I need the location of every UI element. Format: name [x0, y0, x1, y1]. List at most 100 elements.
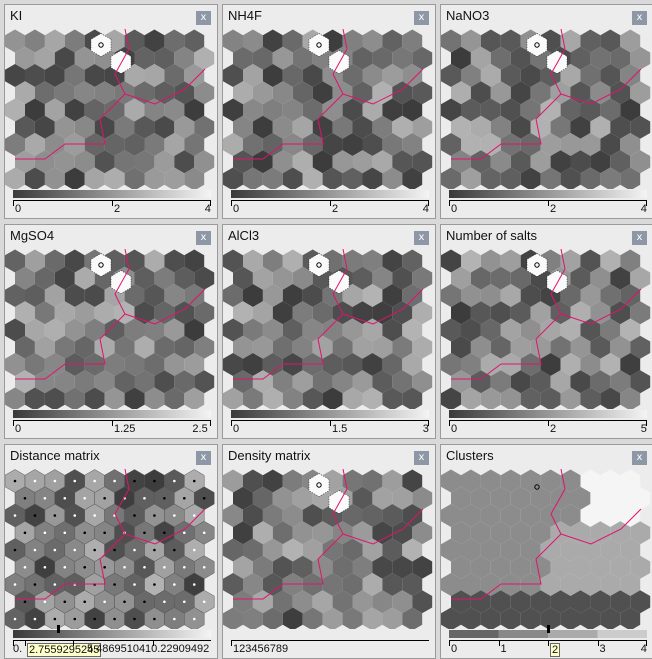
close-icon[interactable]: x — [196, 451, 211, 465]
hex-cell — [600, 607, 621, 629]
som-hex-map[interactable] — [441, 29, 652, 189]
hex-cell — [292, 521, 313, 545]
close-icon[interactable]: x — [414, 451, 429, 465]
som-hex-map[interactable] — [441, 249, 652, 409]
hex-cell — [144, 98, 165, 122]
cell-dot — [133, 479, 136, 483]
hex-cell — [362, 318, 383, 342]
hex-cell — [154, 46, 175, 70]
hex-cell — [441, 607, 461, 629]
hex-cell — [164, 29, 185, 53]
close-icon[interactable]: x — [414, 11, 429, 25]
hex-cell — [382, 387, 403, 409]
hex-cell — [302, 607, 323, 629]
selected-node-marker — [316, 262, 322, 268]
hex-cell — [223, 469, 243, 493]
som-hex-map[interactable] — [223, 469, 436, 629]
hex-cell — [44, 249, 65, 273]
hex-cell — [610, 555, 631, 579]
hex-cell — [34, 46, 55, 70]
cell-dot — [192, 583, 196, 586]
hex-cell — [451, 486, 471, 510]
hex-cell — [144, 249, 165, 273]
axis-tick — [646, 640, 647, 646]
hex-cell — [560, 573, 581, 596]
hex-cell — [510, 335, 531, 359]
hex-cell — [461, 504, 481, 527]
cell-dot — [163, 565, 166, 569]
hex-cell — [362, 98, 383, 122]
hex-cell — [54, 46, 75, 70]
axis-tick — [231, 200, 232, 206]
som-hex-map[interactable] — [5, 249, 218, 409]
hex-cell — [372, 266, 393, 290]
hex-cell — [342, 387, 363, 409]
hex-cell — [600, 133, 621, 156]
hex-cell — [461, 64, 481, 87]
cell-dot — [33, 617, 37, 621]
hex-cell — [412, 555, 433, 579]
hex-cell — [500, 318, 521, 342]
hex-cell — [64, 167, 85, 189]
som-hex-map[interactable] — [441, 469, 652, 629]
hex-cell — [302, 64, 323, 87]
cell-dot — [153, 548, 156, 552]
close-icon[interactable]: x — [196, 231, 211, 245]
hex-cell — [74, 266, 95, 290]
som-hex-map[interactable] — [223, 29, 436, 189]
axis-tick-label: 0 — [451, 203, 458, 215]
hex-cell — [243, 607, 263, 629]
hex-cell — [510, 46, 531, 70]
hex-cell — [252, 555, 273, 579]
hex-cell — [441, 29, 461, 53]
axis-tick — [646, 420, 647, 426]
hex-cell — [94, 115, 115, 139]
close-icon[interactable]: x — [632, 231, 647, 245]
hex-cell — [342, 98, 363, 122]
close-icon[interactable]: x — [632, 11, 647, 25]
hex-cell — [540, 318, 561, 342]
cell-dot — [93, 479, 96, 483]
hex-cell — [510, 115, 531, 139]
hex-cell — [5, 64, 25, 87]
hex-cell — [382, 133, 403, 156]
cell-dot — [173, 479, 176, 483]
hex-cell — [34, 301, 55, 325]
hex-cell — [282, 318, 303, 342]
hex-cell — [243, 29, 263, 53]
hex-cell — [292, 115, 313, 139]
hex-cell — [272, 115, 293, 139]
hex-cell — [114, 370, 135, 394]
hex-cell — [540, 504, 561, 527]
cell-dot — [23, 531, 27, 535]
hex-cell — [352, 555, 373, 579]
hex-cell — [560, 29, 581, 53]
axis-tick — [428, 420, 429, 426]
close-icon[interactable]: x — [196, 11, 211, 25]
som-hex-map[interactable] — [5, 29, 218, 189]
hex-cell — [54, 335, 75, 359]
hex-cell — [272, 590, 293, 614]
hex-cell — [233, 555, 253, 579]
cell-dot — [73, 617, 77, 621]
hex-cell — [362, 538, 383, 562]
hex-cell — [144, 167, 165, 189]
axis-tick — [25, 640, 26, 646]
hex-cell — [570, 150, 591, 174]
close-icon[interactable]: x — [632, 451, 647, 465]
cell-dot — [153, 514, 156, 517]
cell-dot — [183, 531, 186, 535]
hex-cell — [362, 167, 383, 189]
hex-cell — [480, 353, 501, 376]
hex-cell — [470, 46, 491, 70]
hex-cell — [580, 353, 601, 376]
close-icon[interactable]: x — [414, 231, 429, 245]
hex-cell — [15, 266, 35, 290]
hex-cell — [620, 353, 641, 376]
scale-slider-handle[interactable] — [547, 625, 550, 633]
hex-cell — [441, 167, 461, 189]
scale-slider-handle[interactable] — [57, 625, 60, 633]
som-hex-map[interactable] — [5, 469, 218, 629]
som-hex-map[interactable] — [223, 249, 436, 409]
hex-cell — [441, 133, 461, 156]
